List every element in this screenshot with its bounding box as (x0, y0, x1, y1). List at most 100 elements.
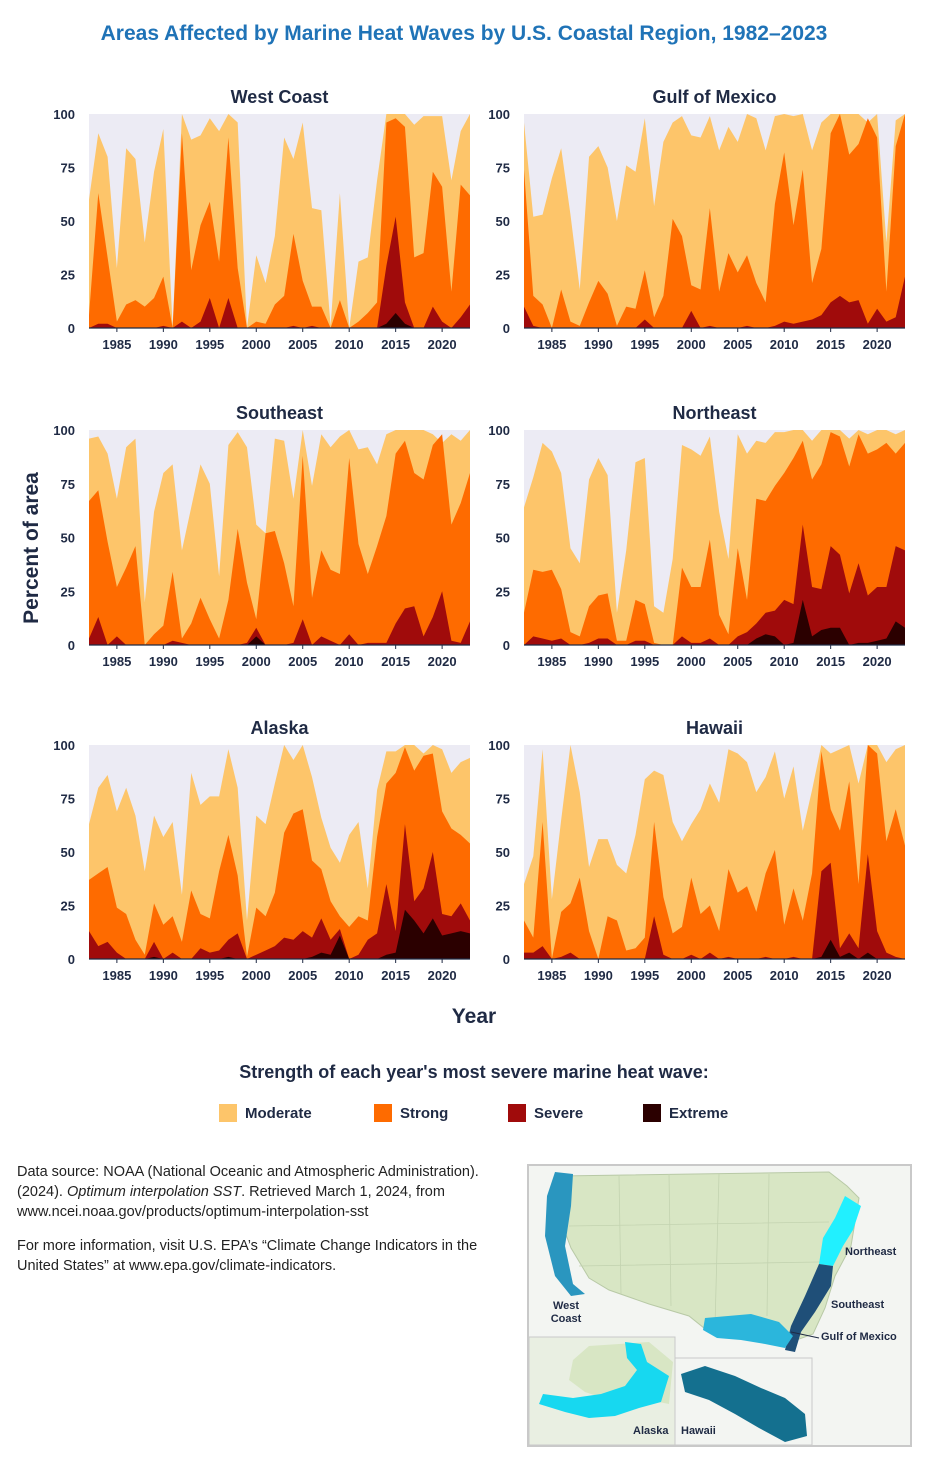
x-tick-label-alaska: 1995 (195, 968, 224, 983)
map-label-northeast: Northeast (845, 1246, 897, 1258)
y-tick-label-hawaii: 100 (488, 738, 510, 753)
panel-title-southeast: Southeast (236, 403, 323, 423)
legend-item-severe: Severe (508, 1103, 583, 1123)
y-tick-label-hawaii: 25 (496, 899, 510, 914)
x-tick-label-alaska: 2020 (428, 968, 457, 983)
x-tick-label-southeast: 2020 (428, 654, 457, 669)
x-tick-label-northeast: 2010 (770, 654, 799, 669)
x-axis-title: Year (452, 1005, 496, 1028)
x-tick-label-northeast: 2005 (723, 654, 752, 669)
x-tick-label-southeast: 2005 (288, 654, 317, 669)
area-severe-southeast (89, 591, 470, 645)
area-extreme-west-coast (89, 313, 470, 328)
x-tick-label-hawaii: 2015 (816, 968, 845, 983)
legend-label-moderate: Moderate (245, 1104, 312, 1122)
area-strong-southeast (89, 434, 470, 645)
area-severe-west-coast (89, 216, 470, 328)
y-tick-label-southeast: 75 (61, 477, 75, 492)
x-tick-label-northeast: 2020 (863, 654, 892, 669)
x-tick-label-gulf-of-mexico: 1990 (584, 337, 613, 352)
x-tick-label-northeast: 1990 (584, 654, 613, 669)
x-tick-label-gulf-of-mexico: 1985 (537, 337, 566, 352)
area-strong-alaska (89, 747, 470, 959)
x-tick-label-gulf-of-mexico: 2005 (723, 337, 752, 352)
alaska-region (539, 1342, 669, 1418)
legend-swatch-extreme (643, 1104, 661, 1122)
y-tick-label-southeast: 50 (61, 531, 75, 546)
x-tick-label-west-coast: 2000 (242, 337, 271, 352)
x-tick-label-west-coast: 2020 (428, 337, 457, 352)
source-citation-prefix: Data source: NOAA (National Oceanic and … (17, 1164, 479, 1200)
panel-southeast: Southeast 0 25 50 75 100 1985 1990 1995 2000 2005 2… (53, 403, 470, 669)
x-tick-label-southeast: 2010 (335, 654, 364, 669)
y-tick-label-southeast: 100 (53, 423, 75, 438)
region-map-svg (529, 1166, 910, 1445)
area-severe-hawaii (524, 854, 905, 959)
y-tick-label-west-coast: 0 (68, 321, 75, 336)
map-label-alaska: Alaska (633, 1425, 669, 1437)
y-tick-label-alaska: 100 (53, 738, 75, 753)
y-tick-label-gulf-of-mexico: 100 (488, 107, 510, 122)
x-tick-label-northeast: 2000 (677, 654, 706, 669)
y-tick-label-hawaii: 0 (503, 952, 510, 967)
southeast-region (785, 1264, 833, 1352)
x-tick-label-northeast: 1995 (630, 654, 659, 669)
x-tick-label-hawaii: 2010 (770, 968, 799, 983)
x-tick-label-hawaii: 1990 (584, 968, 613, 983)
x-tick-label-alaska: 1990 (149, 968, 178, 983)
x-tick-label-southeast: 1995 (195, 654, 224, 669)
x-tick-label-alaska: 2005 (288, 968, 317, 983)
map-label-west-coast: West Coast (550, 1300, 582, 1325)
x-tick-label-west-coast: 2010 (335, 337, 364, 352)
y-tick-label-west-coast: 100 (53, 107, 75, 122)
panel-title-gulf-of-mexico: Gulf of Mexico (652, 87, 776, 107)
x-tick-label-hawaii: 2000 (677, 968, 706, 983)
area-strong-gulf-of-mexico (524, 114, 905, 328)
x-tick-label-gulf-of-mexico: 2015 (816, 337, 845, 352)
y-tick-label-northeast: 50 (496, 531, 510, 546)
panel-northeast: Northeast 0 25 50 75 100 1985 1990 1995 2000 2005 2… (488, 403, 905, 669)
y-tick-label-gulf-of-mexico: 50 (496, 214, 510, 229)
x-tick-label-alaska: 1985 (102, 968, 131, 983)
x-tick-label-gulf-of-mexico: 1995 (630, 337, 659, 352)
source-citation-dataset: Optimum interpolation SST (66, 1184, 242, 1200)
y-tick-label-gulf-of-mexico: 0 (503, 321, 510, 336)
y-tick-label-southeast: 0 (68, 638, 75, 653)
x-tick-label-alaska: 2010 (335, 968, 364, 983)
legend-item-extreme: Extreme (643, 1103, 728, 1123)
northeast-region (819, 1196, 861, 1266)
area-severe-gulf-of-mexico (524, 276, 905, 328)
panel-title-alaska: Alaska (250, 718, 309, 738)
x-tick-label-hawaii: 1995 (630, 968, 659, 983)
legend-label-extreme: Extreme (669, 1104, 729, 1122)
x-tick-label-hawaii: 2005 (723, 968, 752, 983)
y-tick-label-northeast: 0 (503, 638, 510, 653)
west-coast-region (545, 1172, 585, 1296)
panel-hawaii: Hawaii 0 25 50 75 100 1985 1990 1995 2000 2005 2010… (488, 718, 905, 983)
x-tick-label-west-coast: 1990 (149, 337, 178, 352)
y-axis-title: Percent of area (20, 472, 43, 624)
more-info-note: For more information, visit U.S. EPA’s “… (17, 1238, 478, 1274)
legend-item-moderate: Moderate (219, 1103, 312, 1123)
x-tick-label-gulf-of-mexico: 2020 (863, 337, 892, 352)
area-strong-west-coast (89, 118, 470, 328)
legend-title: Strength of each year's most severe mari… (239, 1062, 709, 1082)
x-tick-label-gulf-of-mexico: 2000 (677, 337, 706, 352)
x-tick-label-southeast: 1985 (102, 654, 131, 669)
x-tick-label-southeast: 1990 (149, 654, 178, 669)
source-citation: Data source: NOAA (National Oceanic and … (17, 1162, 487, 1222)
x-tick-label-northeast: 1985 (537, 654, 566, 669)
charts-canvas: West Coast 0 25 50 75 100 1985 1990 1995 2000 2005… (20, 87, 905, 1028)
panel-title-west-coast: West Coast (231, 87, 329, 107)
panel-alaska: Alaska 0 25 50 75 100 1985 1990 1995 2000 2005 2010… (53, 718, 470, 983)
area-extreme-hawaii (524, 939, 905, 959)
x-tick-label-west-coast: 2005 (288, 337, 317, 352)
y-tick-label-northeast: 75 (496, 477, 510, 492)
data-source-note: Data source: NOAA (National Oceanic and … (17, 1162, 487, 1290)
panel-title-hawaii: Hawaii (686, 718, 743, 738)
y-tick-label-hawaii: 75 (496, 792, 510, 807)
area-extreme-northeast (524, 599, 905, 645)
y-tick-label-west-coast: 25 (61, 268, 75, 283)
panel-gulf-of-mexico: Gulf of Mexico 0 25 50 75 100 1985 1990 1995 2000… (488, 87, 905, 352)
x-tick-label-northeast: 2015 (816, 654, 845, 669)
